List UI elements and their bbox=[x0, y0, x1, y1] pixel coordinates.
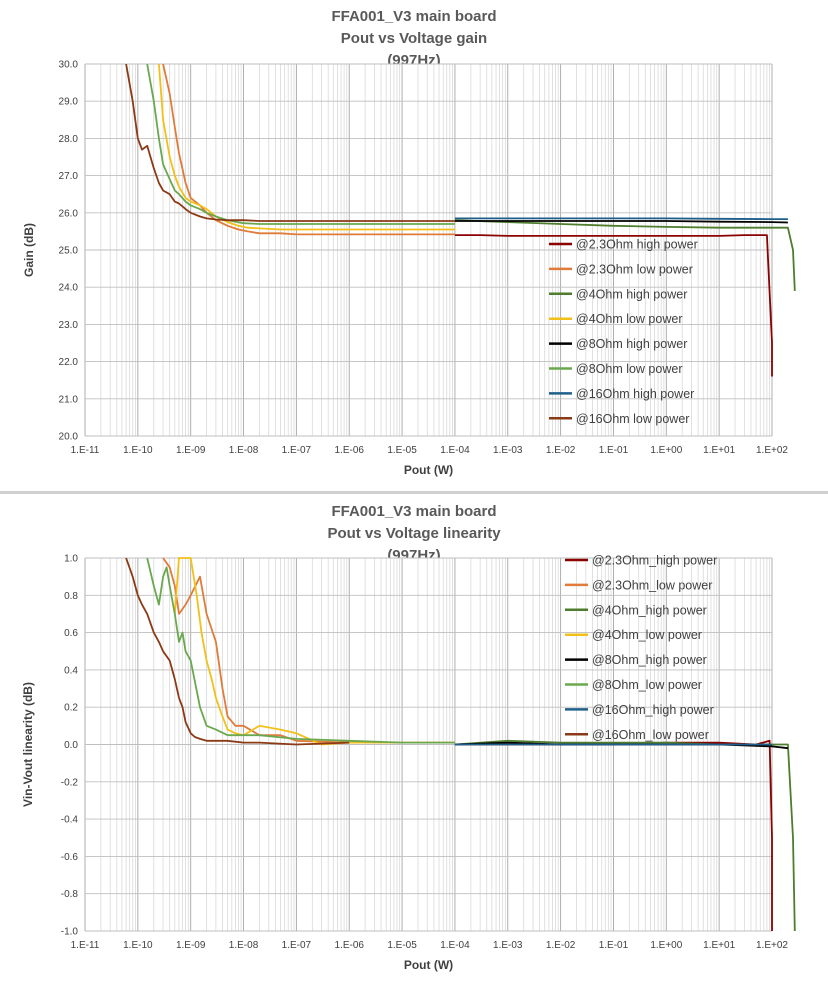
legend-label: @2.3Ohm high power bbox=[576, 238, 698, 252]
series-line bbox=[125, 557, 350, 746]
y-tick-label: 21.0 bbox=[59, 394, 79, 405]
x-tick-label: 1.E-02 bbox=[546, 445, 576, 456]
y-tick-label: -0.2 bbox=[61, 777, 79, 788]
legend-label: @8Ohm low power bbox=[576, 362, 682, 376]
y-tick-label: 1.0 bbox=[64, 554, 78, 565]
x-axis-label: Pout (W) bbox=[404, 958, 453, 972]
x-axis-label: Pout (W) bbox=[404, 463, 453, 477]
chart-title-line: FFA001_V3 main board bbox=[331, 8, 496, 25]
series-line bbox=[173, 557, 455, 746]
x-tick-label: 1.E-07 bbox=[282, 445, 312, 456]
x-tick-label: 1.E-10 bbox=[123, 445, 153, 456]
x-tick-label: 1.E+02 bbox=[756, 940, 788, 951]
y-tick-label: 0.0 bbox=[64, 740, 78, 751]
y-tick-label: 24.0 bbox=[59, 283, 79, 294]
chart-separator bbox=[0, 491, 828, 494]
x-tick-label: 1.E+00 bbox=[650, 445, 682, 456]
y-tick-label: 20.0 bbox=[59, 432, 79, 443]
legend-label: @8Ohm_low power bbox=[592, 678, 702, 692]
legend-label: @4Ohm_low power bbox=[592, 628, 702, 642]
y-axis-label: Vin-Vout linearity (dB) bbox=[21, 682, 35, 807]
x-tick-label: 1.E-09 bbox=[176, 445, 206, 456]
y-tick-label: 26.0 bbox=[59, 208, 79, 219]
series-line bbox=[454, 217, 788, 221]
y-tick-label: 29.0 bbox=[59, 97, 79, 108]
linearity-chart: FFA001_V3 main board Pout vs Voltage line… bbox=[21, 503, 796, 972]
x-tick-label: 1.E-02 bbox=[546, 940, 576, 951]
x-tick-label: 1.E-05 bbox=[387, 445, 417, 456]
legend-label: @4Ohm low power bbox=[576, 312, 682, 326]
y-axis-label: Gain (dB) bbox=[22, 223, 36, 277]
x-tick-label: 1.E-07 bbox=[282, 940, 312, 951]
series-line bbox=[162, 63, 455, 236]
y-tick-label: 0.2 bbox=[64, 703, 78, 714]
x-tick-label: 1.E-03 bbox=[493, 940, 523, 951]
legend-label: @2.3Ohm low power bbox=[576, 262, 693, 276]
legend-label: @2.3Ohm_low power bbox=[592, 578, 712, 592]
x-tick-label: 1.E+01 bbox=[703, 445, 735, 456]
series-line bbox=[146, 557, 455, 744]
series-line bbox=[162, 557, 455, 744]
x-tick-label: 1.E+00 bbox=[650, 940, 682, 951]
legend-label: @2.3Ohm_high power bbox=[592, 554, 717, 568]
y-tick-label: -1.0 bbox=[61, 927, 79, 938]
linearity-chart-panel: FFA001_V3 main board Pout vs Voltage line… bbox=[0, 494, 826, 991]
legend-label: @4Ohm high power bbox=[576, 287, 687, 301]
x-tick-label: 1.E-06 bbox=[334, 940, 364, 951]
y-tick-label: -0.6 bbox=[61, 852, 79, 863]
x-tick-label: 1.E-10 bbox=[123, 940, 153, 951]
x-tick-label: 1.E-04 bbox=[440, 445, 470, 456]
y-tick-label: 25.0 bbox=[59, 246, 79, 257]
y-tick-label: 0.6 bbox=[64, 628, 78, 639]
y-tick-label: 0.8 bbox=[64, 591, 78, 602]
x-tick-label: 1.E-05 bbox=[387, 940, 417, 951]
chart-title-line: Pout vs Voltage gain bbox=[341, 30, 487, 47]
legend-label: @4Ohm_high power bbox=[592, 603, 707, 617]
x-tick-label: 1.E+02 bbox=[756, 445, 788, 456]
legend-label: @16Ohm_high power bbox=[592, 703, 714, 717]
series-line bbox=[454, 739, 796, 932]
series-line bbox=[454, 220, 788, 224]
y-tick-label: -0.8 bbox=[61, 889, 79, 900]
series-line bbox=[125, 63, 455, 222]
y-tick-label: 28.0 bbox=[59, 134, 79, 145]
x-tick-label: 1.E-08 bbox=[229, 940, 259, 951]
legend-label: @16Ohm high power bbox=[576, 387, 694, 401]
x-tick-label: 1.E-04 bbox=[440, 940, 470, 951]
y-tick-label: 0.4 bbox=[64, 665, 78, 676]
legend-label: @8Ohm_high power bbox=[592, 653, 707, 667]
x-tick-label: 1.E-06 bbox=[334, 445, 364, 456]
x-tick-label: 1.E+01 bbox=[703, 940, 735, 951]
series-line bbox=[454, 234, 773, 377]
y-tick-label: 23.0 bbox=[59, 320, 79, 331]
legend-label: @8Ohm high power bbox=[576, 337, 687, 351]
x-tick-label: 1.E-08 bbox=[229, 445, 259, 456]
legend-label: @16Ohm low power bbox=[576, 412, 689, 426]
gain-chart-panel: FFA001_V3 main board Pout vs Voltage gain… bbox=[0, 0, 826, 491]
x-tick-label: 1.E-01 bbox=[599, 445, 629, 456]
y-tick-label: -0.4 bbox=[61, 815, 79, 826]
y-tick-label: 22.0 bbox=[59, 357, 79, 368]
x-tick-label: 1.E-11 bbox=[71, 940, 100, 951]
x-tick-label: 1.E-11 bbox=[71, 445, 100, 456]
gain-chart: FFA001_V3 main board Pout vs Voltage gain… bbox=[22, 8, 796, 477]
legend-label: @16Ohm_low power bbox=[592, 728, 709, 742]
x-tick-label: 1.E-09 bbox=[176, 940, 206, 951]
x-tick-label: 1.E-01 bbox=[599, 940, 629, 951]
y-tick-label: 27.0 bbox=[59, 171, 79, 182]
x-tick-label: 1.E-03 bbox=[493, 445, 523, 456]
series-line bbox=[146, 63, 455, 225]
y-tick-label: 30.0 bbox=[59, 60, 79, 71]
chart-title-line: Pout vs Voltage linearity bbox=[327, 525, 501, 542]
series-line bbox=[454, 219, 796, 291]
chart-title-line: FFA001_V3 main board bbox=[331, 503, 496, 520]
